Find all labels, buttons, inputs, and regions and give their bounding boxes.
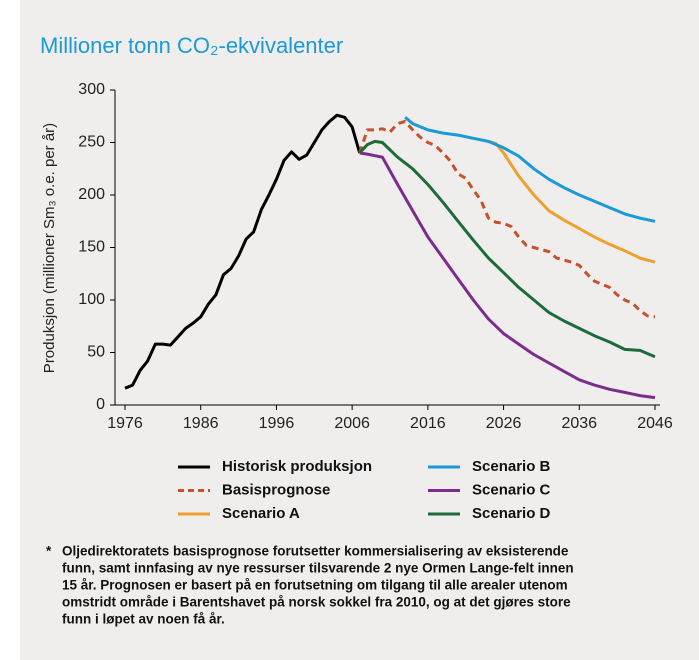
- y-tick-label: 0: [96, 396, 105, 413]
- y-tick-label: 150: [78, 239, 105, 256]
- footnote-line: funn, samt innfasing av nye ressurser ti…: [62, 561, 574, 576]
- footnote-line: 15 år. Prognosen er basert på en forutse…: [62, 578, 568, 593]
- legend-label: Basisprognose: [222, 481, 330, 498]
- x-tick-label: 1976: [107, 415, 143, 432]
- x-tick-label: 2046: [637, 415, 673, 432]
- y-tick-label: 200: [78, 186, 105, 203]
- series-line: [404, 116, 656, 223]
- legend-label: Scenario C: [472, 481, 551, 498]
- footnote-line: omstridt område i Barentshavet på norsk …: [62, 595, 571, 610]
- series-line: [487, 139, 656, 264]
- y-tick-label: 250: [78, 134, 105, 151]
- x-tick-label: 2016: [410, 415, 446, 432]
- x-tick-label: 1986: [183, 415, 219, 432]
- x-tick-label: 2006: [334, 415, 370, 432]
- series-line: [124, 113, 362, 390]
- footnote-line: Oljedirektoratets basisprognose forutset…: [62, 544, 569, 559]
- x-tick-label: 1996: [259, 415, 295, 432]
- y-tick-label: 50: [87, 344, 105, 361]
- x-tick-label: 2026: [486, 415, 522, 432]
- series-line: [358, 139, 656, 359]
- footnote-marker: *: [46, 544, 52, 559]
- legend-label: Scenario A: [222, 505, 300, 522]
- series-line: [358, 120, 656, 319]
- y-tick-label: 100: [78, 291, 105, 308]
- y-axis-label: Produksjon (millioner Sm₃ o.e. per år): [41, 123, 58, 373]
- legend-label: Scenario D: [472, 505, 551, 522]
- y-tick-label: 300: [78, 81, 105, 98]
- footnote-line: funn i løpet av noen få år.: [62, 612, 225, 627]
- x-tick-label: 2036: [561, 415, 597, 432]
- legend-label: Historisk produksjon: [222, 458, 372, 475]
- series-line: [359, 151, 656, 400]
- legend-label: Scenario B: [472, 458, 551, 475]
- chart-title: Millioner tonn CO₂-ekvivalenter: [40, 33, 343, 58]
